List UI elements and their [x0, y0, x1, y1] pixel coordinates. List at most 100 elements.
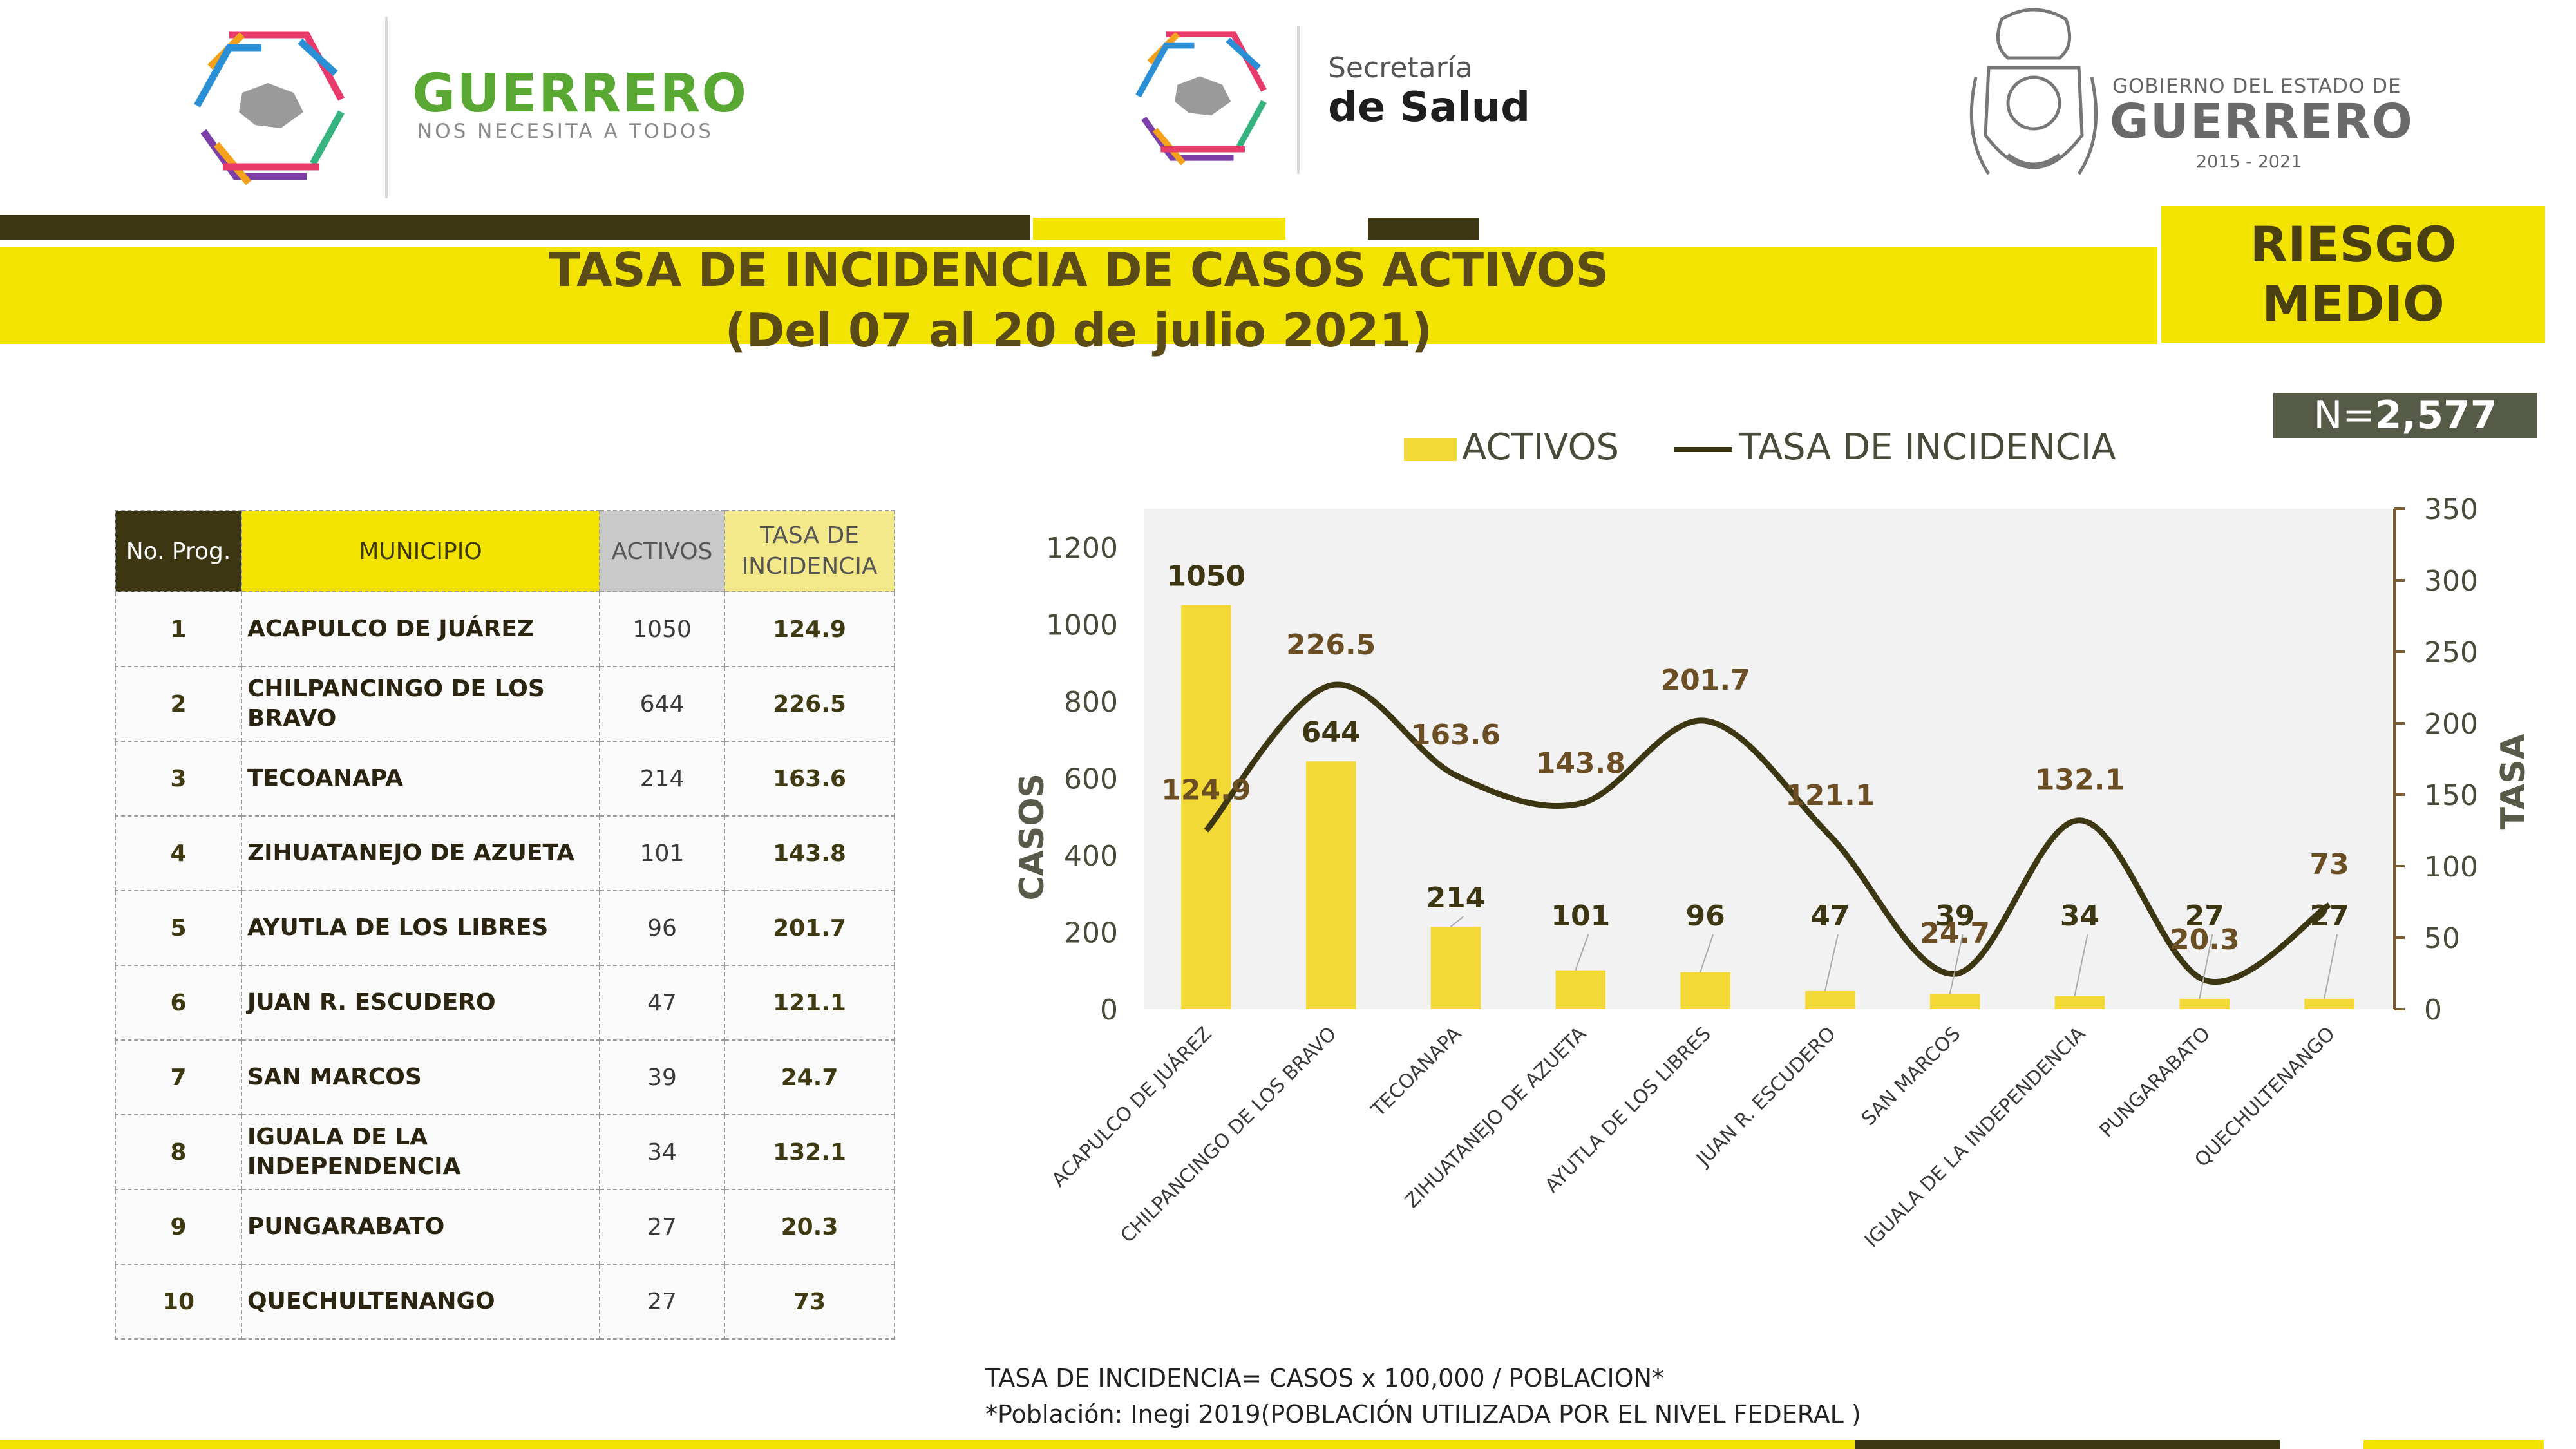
tasa-cell: 73 [724, 1264, 895, 1340]
bar-activos [2304, 998, 2354, 1009]
activos-cell: 34 [599, 1114, 725, 1190]
bar-value-label: 34 [2060, 900, 2099, 933]
row-number: 4 [115, 815, 242, 891]
row-number: 6 [115, 965, 242, 1041]
row-number: 5 [115, 890, 242, 966]
line-value-label: 132.1 [2035, 764, 2125, 797]
bar-label-leader [2074, 934, 2088, 996]
bar-value-label: 96 [1685, 900, 1725, 933]
y-tick-label: 200 [1064, 917, 1118, 950]
y2-tick-label: 50 [2424, 922, 2460, 955]
line-value-label: 226.5 [1286, 629, 1376, 661]
line-tasa [1204, 681, 2331, 985]
y2-tick-label: 250 [2424, 636, 2478, 669]
formula-note: TASA DE INCIDENCIA= CASOS x 100,000 / PO… [985, 1364, 1664, 1392]
tasa-cell: 20.3 [724, 1189, 895, 1265]
header-stripe-yellow [1033, 218, 1285, 240]
bar-value-label: 27 [2309, 900, 2349, 933]
y-axis-title: CASOS [1013, 773, 1052, 901]
guerrero-slogan: NOS NECESITA A TODOS [417, 120, 714, 143]
table-header-row: No. Prog. MUNICIPIO ACTIVOS TASA DE INCI… [115, 510, 895, 592]
y2-tick-label: 350 [2424, 493, 2478, 526]
n-prefix: N= [2313, 393, 2375, 438]
guerrero-title: GUERRERO [412, 63, 748, 124]
header-tasa: TASA DE INCIDENCIA [724, 510, 895, 592]
activos-cell: 1050 [599, 591, 725, 667]
row-number: 7 [115, 1039, 242, 1115]
gobierno-period: 2015 - 2021 [2196, 152, 2302, 172]
bar-activos [1929, 994, 1980, 1009]
x-category-label: IGUALA DE LA INDEPENDENCIA [1861, 1023, 2090, 1253]
secretaria-label: Secretaría [1328, 52, 1473, 84]
y2-tick-label: 200 [2424, 708, 2478, 741]
table-row: 1 ACAPULCO DE JUÁREZ 1050 124.9 [115, 591, 895, 667]
y2-tick-label: 100 [2424, 851, 2478, 884]
tasa-cell: 124.9 [724, 591, 895, 667]
bar-activos [1305, 761, 1356, 1009]
activos-cell: 96 [599, 890, 725, 966]
row-number: 8 [115, 1114, 242, 1190]
row-number: 2 [115, 666, 242, 742]
line-value-label: 143.8 [1536, 747, 1625, 780]
line-value-label: 121.1 [1785, 779, 1875, 812]
de-salud-label: de Salud [1328, 84, 1531, 131]
y2-tick-label: 150 [2424, 779, 2478, 812]
line-value-label: 20.3 [2170, 923, 2240, 956]
n-value: 2,577 [2374, 393, 2497, 438]
bar-label-leader [1824, 934, 1839, 992]
line-value-label: 201.7 [1661, 664, 1750, 697]
bar-value-label: 644 [1302, 716, 1361, 749]
bar-activos [1430, 927, 1481, 1009]
municipio-cell: PUNGARABATO [241, 1189, 600, 1265]
header-no-prog: No. Prog. [115, 510, 242, 592]
line-value-label: 24.7 [1920, 917, 1990, 950]
activos-cell: 27 [599, 1189, 725, 1265]
y-tick-label: 1200 [1046, 532, 1118, 565]
salud-logo-icon [1135, 31, 1267, 166]
bar-label-leader [1575, 934, 1589, 971]
page-title: TASA DE INCIDENCIA DE CASOS ACTIVOS (Del… [0, 240, 2157, 361]
bar-label-leader [1949, 934, 1964, 994]
bar-activos [2179, 998, 2230, 1009]
row-number: 3 [115, 741, 242, 817]
municipio-cell: ACAPULCO DE JUÁREZ [241, 591, 600, 667]
footer-stripe-yellow-end [2363, 1440, 2544, 1449]
title-line-1: TASA DE INCIDENCIA DE CASOS ACTIVOS [548, 243, 1609, 297]
line-value-label: 163.6 [1411, 719, 1501, 752]
bar-label-leader [1450, 916, 1464, 927]
y-tick-label: 400 [1064, 840, 1118, 873]
footer-stripe-yellow-top [0, 1440, 1855, 1449]
y2-axis-title: TASA [2494, 734, 2533, 829]
tasa-cell: 201.7 [724, 890, 895, 966]
line-value-label: 73 [2309, 848, 2349, 881]
y-tick-label: 1000 [1046, 609, 1118, 642]
tasa-cell: 226.5 [724, 666, 895, 742]
municipio-cell: IGUALA DE LA INDEPENDENCIA [241, 1114, 600, 1190]
x-category-label: SAN MARCOS [1857, 1023, 1965, 1130]
activos-cell: 101 [599, 815, 725, 891]
title-line-2: (Del 07 al 20 de julio 2021) [724, 303, 1433, 357]
row-number: 10 [115, 1264, 242, 1340]
municipio-cell: AYUTLA DE LOS LIBRES [241, 890, 600, 966]
header-stripe-dark-short [1368, 218, 1479, 240]
tasa-cell: 24.7 [724, 1039, 895, 1115]
y-tick-label: 0 [1100, 994, 1118, 1027]
legend-tasa-swatch [1674, 447, 1732, 452]
activos-cell: 644 [599, 666, 725, 742]
table-row: 8 IGUALA DE LA INDEPENDENCIA 34 132.1 [115, 1114, 895, 1190]
x-category-label: JUAN R. ESCUDERO [1692, 1023, 1841, 1171]
header-stripe-dark [0, 215, 1030, 240]
tasa-cell: 163.6 [724, 741, 895, 817]
bar-label-leader [2199, 934, 2213, 999]
municipio-cell: CHILPANCINGO DE LOS BRAVO [241, 666, 600, 742]
table-row: 6 JUAN R. ESCUDERO 47 121.1 [115, 965, 895, 1041]
bar-activos [1805, 990, 1855, 1009]
activos-cell: 214 [599, 741, 725, 817]
municipio-cell: QUECHULTENANGO [241, 1264, 600, 1340]
bar-value-label: 1050 [1167, 560, 1245, 593]
footer-stripe-dark [1855, 1440, 2280, 1449]
tasa-cell: 121.1 [724, 965, 895, 1041]
tasa-cell: 132.1 [724, 1114, 895, 1190]
bar-value-label: 101 [1551, 900, 1610, 933]
